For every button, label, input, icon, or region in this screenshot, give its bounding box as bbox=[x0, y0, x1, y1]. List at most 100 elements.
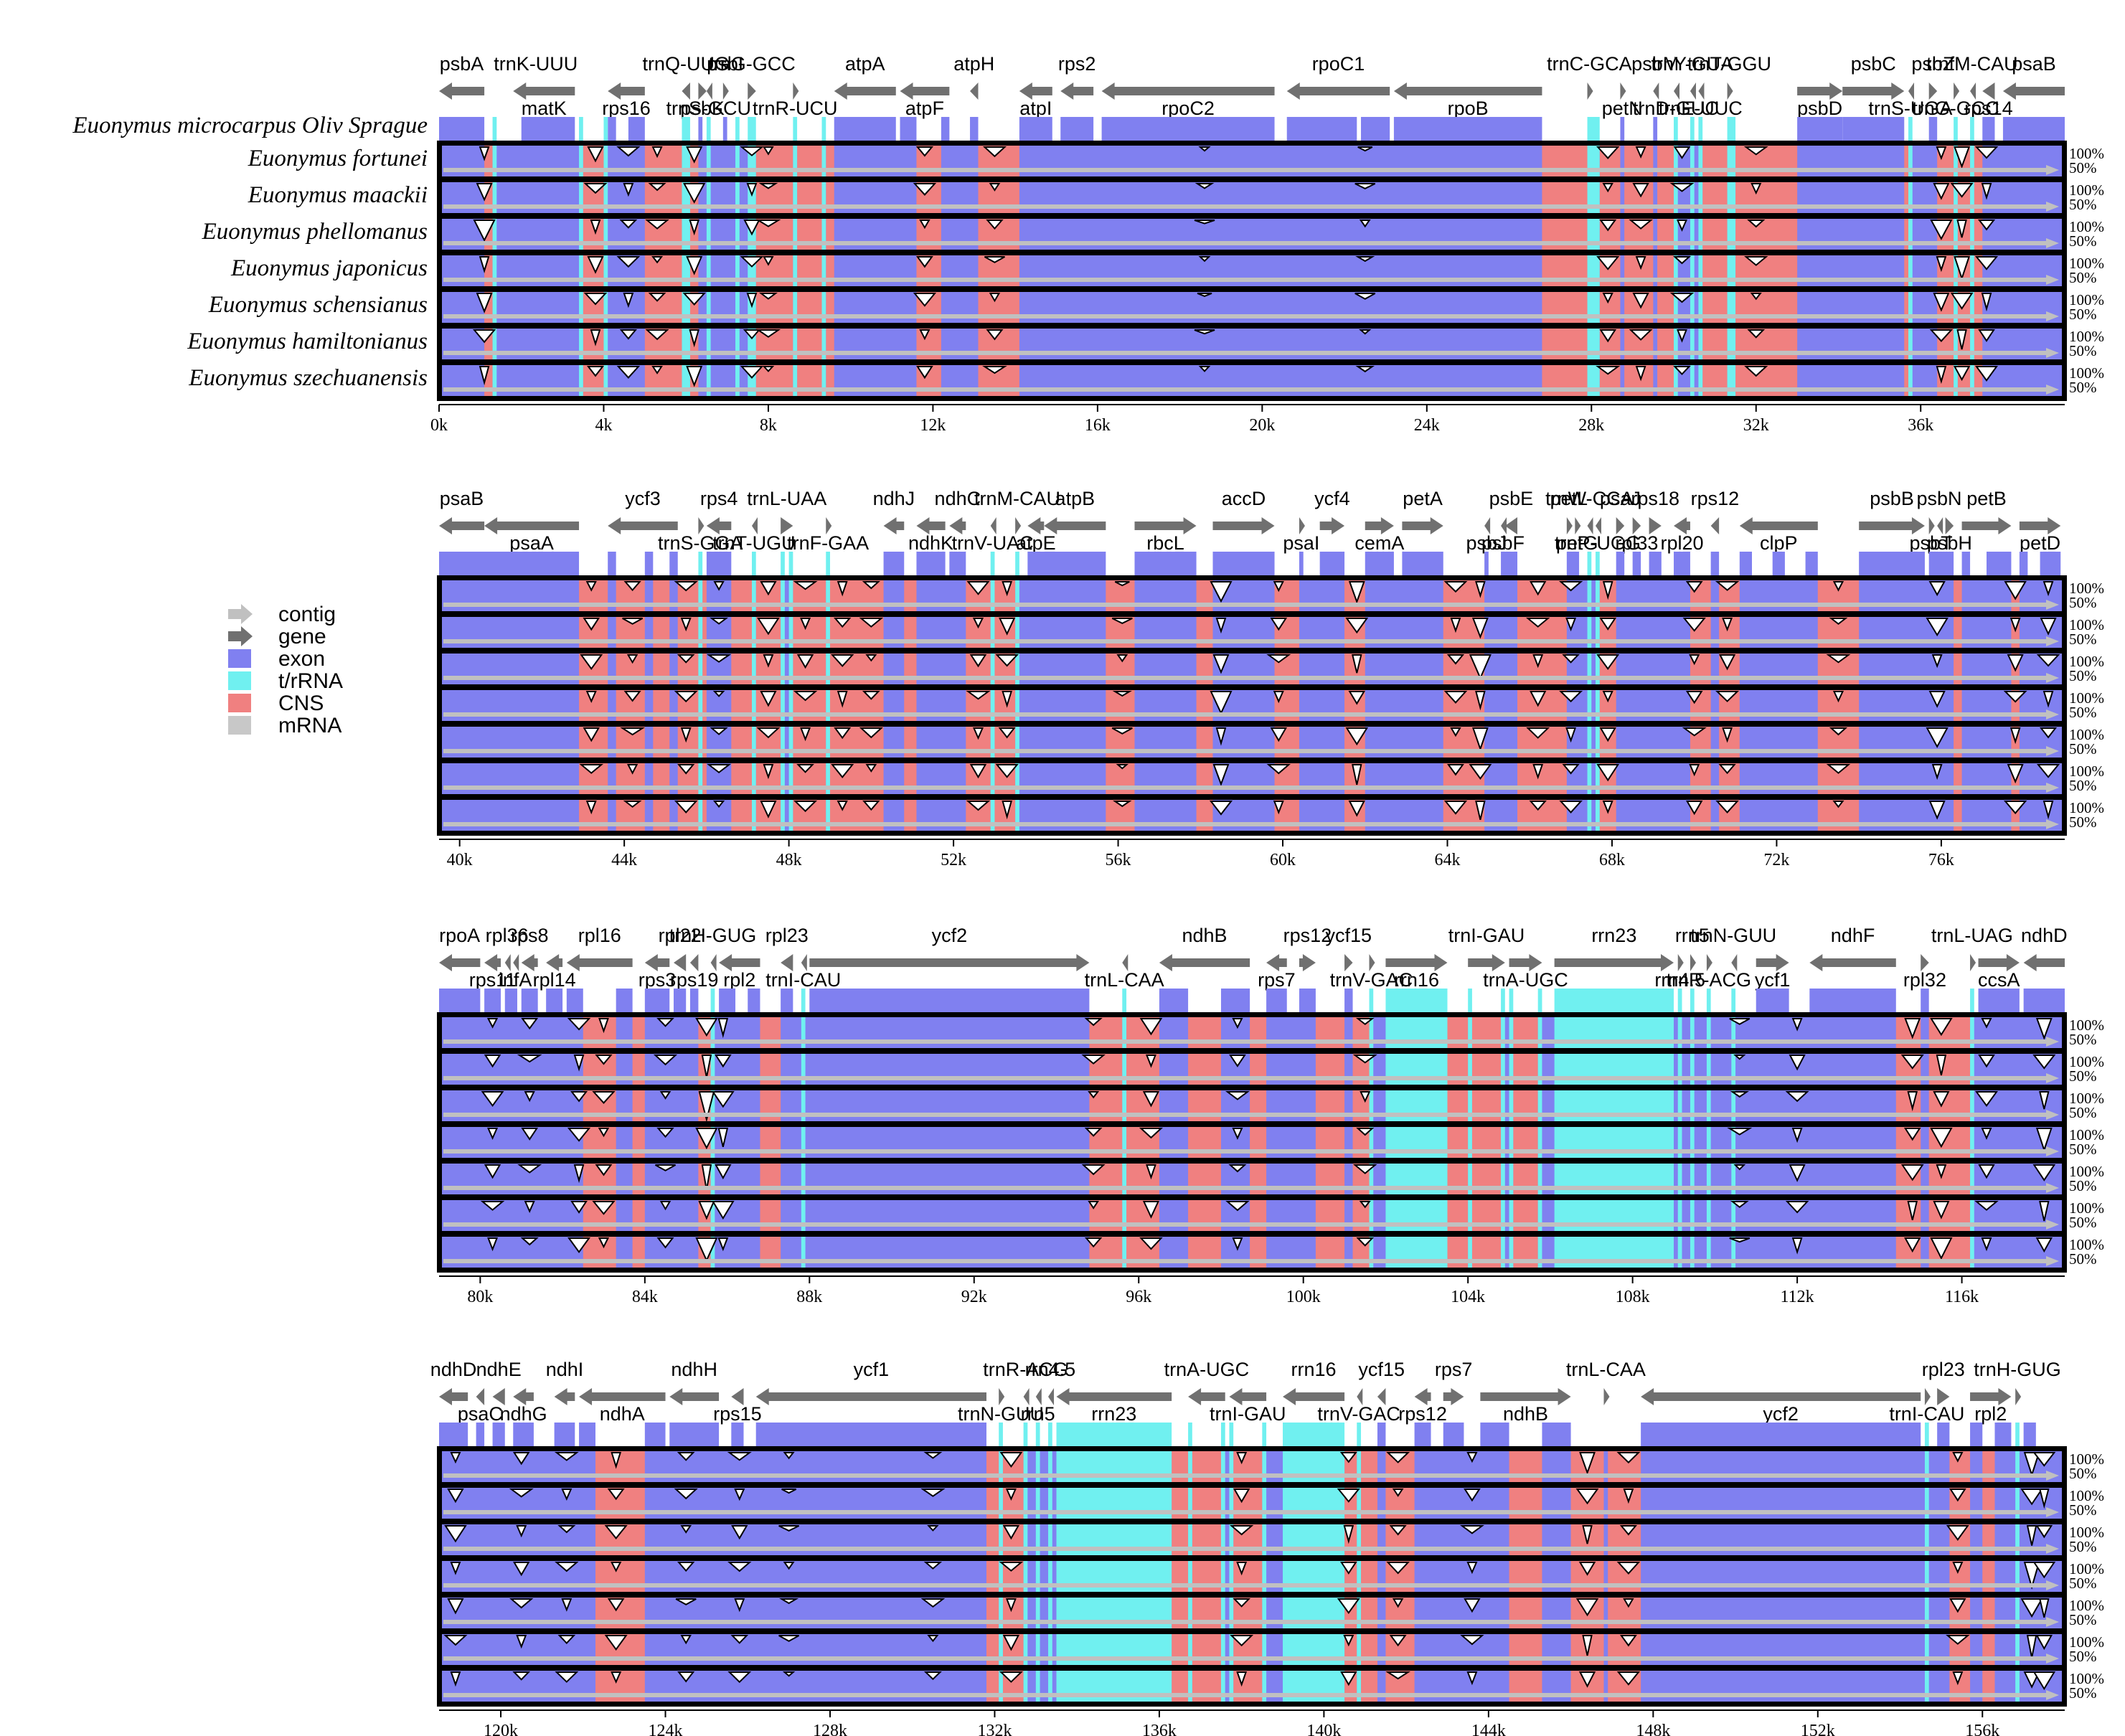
pct-100-label: 100% bbox=[2069, 1016, 2104, 1034]
legend-label: contig bbox=[278, 603, 336, 626]
identity-dip bbox=[730, 1635, 749, 1644]
species-label: Euonymus fortunei bbox=[248, 146, 428, 171]
identity-dip bbox=[1673, 146, 1691, 159]
identity-dip bbox=[743, 220, 760, 236]
gene-label: psbC bbox=[1851, 53, 1896, 75]
identity-dip bbox=[712, 691, 725, 697]
identity-dip bbox=[1956, 220, 1967, 238]
gene-arrow bbox=[1501, 517, 1507, 534]
gene-rps16: rps16 bbox=[602, 82, 651, 119]
gene-label: ndhI bbox=[546, 1359, 584, 1380]
trna-block bbox=[2015, 1634, 2020, 1665]
identity-dip bbox=[1145, 1055, 1156, 1068]
gene-arrow bbox=[644, 954, 670, 971]
trna-block bbox=[1970, 146, 1974, 176]
trna-block bbox=[710, 1090, 715, 1121]
trna-block bbox=[1731, 1200, 1736, 1231]
identity-dip bbox=[1729, 1018, 1751, 1025]
trna-block bbox=[1509, 989, 1514, 1013]
legend-label: CNS bbox=[278, 692, 324, 715]
gene-trnE-UUC: trnE-UUC bbox=[1659, 82, 1743, 119]
trna-block bbox=[1369, 1127, 1374, 1158]
identity-dip bbox=[623, 691, 641, 702]
gene-rps8: rps8 bbox=[511, 925, 548, 971]
identity-dip bbox=[680, 1635, 692, 1645]
trna-block bbox=[710, 989, 715, 1013]
identity-dip bbox=[674, 801, 698, 813]
x-tick-label: 156k bbox=[1965, 1722, 1999, 1736]
identity-dip bbox=[598, 1128, 610, 1138]
gene-psbK: psbK bbox=[680, 82, 725, 119]
identity-dip bbox=[1210, 581, 1233, 603]
identity-dip bbox=[2040, 727, 2058, 739]
identity-dip bbox=[1460, 1635, 1484, 1646]
legend-arrow-swatch bbox=[228, 604, 253, 624]
identity-dip bbox=[481, 1091, 504, 1108]
legend-box-swatch bbox=[228, 671, 251, 690]
identity-dip bbox=[1360, 1091, 1371, 1103]
gene-arrow bbox=[484, 517, 580, 534]
trna-block bbox=[781, 727, 785, 758]
identity-dip bbox=[923, 1562, 943, 1570]
identity-dip bbox=[1975, 1091, 1998, 1108]
identity-dip bbox=[695, 1237, 718, 1263]
exon-block bbox=[1402, 552, 1443, 576]
trna-block bbox=[826, 763, 830, 794]
x-tick-label: 92k bbox=[961, 1288, 987, 1306]
trna-block bbox=[1468, 1090, 1472, 1121]
gene-trnL-CAA: trnL-CAA bbox=[1566, 1359, 1646, 1405]
gene-arrow bbox=[781, 954, 793, 971]
panel-3: rpoArps11rpl36infArps8rpl14rpl16rps3rpl2… bbox=[437, 925, 2104, 1306]
trna-block bbox=[1122, 1200, 1127, 1231]
trna-block bbox=[492, 255, 497, 286]
gene-trnL-UAG: trnL-UAG bbox=[1931, 925, 2013, 971]
gene-label: trnfM-CAU bbox=[1926, 53, 2018, 75]
identity-dip bbox=[1142, 1201, 1160, 1219]
gene-arrow bbox=[1603, 1388, 1610, 1405]
identity-dip bbox=[1952, 1671, 1964, 1686]
x-tick-label: 8k bbox=[760, 416, 777, 435]
gene-label: rrn23 bbox=[1591, 925, 1636, 946]
cns-block bbox=[1954, 690, 1962, 721]
contig-arrow bbox=[2046, 238, 2059, 248]
trna-block bbox=[1229, 1561, 1234, 1592]
cns-block bbox=[2011, 617, 2020, 648]
gene-arrow bbox=[1710, 517, 1720, 534]
contig-line bbox=[443, 1510, 2048, 1514]
gene-label: rpl23 bbox=[1922, 1359, 1965, 1380]
x-tick-label: 20k bbox=[1249, 416, 1275, 435]
row-5: 100%50% bbox=[439, 1161, 2104, 1197]
gene-trnV-GAC: trnV-GAC bbox=[1330, 954, 1413, 991]
gene-arrow bbox=[1842, 82, 1905, 100]
identity-dip bbox=[512, 1562, 530, 1577]
contig-arrow bbox=[2046, 636, 2059, 646]
gene-rpoB: rpoB bbox=[1393, 82, 1542, 119]
gene-label: rpl14 bbox=[533, 969, 576, 991]
gene-arrow bbox=[999, 1388, 1005, 1405]
contig-line bbox=[443, 1547, 2048, 1551]
trna-block bbox=[821, 365, 826, 396]
gene-rrn4.5: rrn4.5 bbox=[1025, 1359, 1075, 1405]
gene-label: psbH bbox=[1927, 532, 1972, 554]
pct-100-label: 100% bbox=[2069, 1670, 2104, 1687]
identity-dip bbox=[1928, 801, 1946, 820]
gene-ndhD: ndhD bbox=[2021, 925, 2068, 971]
contig-line bbox=[443, 676, 2048, 680]
identity-dip bbox=[623, 293, 634, 308]
gene-psbJ: psbJ bbox=[1466, 517, 1507, 554]
trna-block bbox=[1537, 1054, 1542, 1085]
gene-arrow bbox=[916, 517, 946, 534]
trna-block bbox=[1970, 182, 1974, 213]
cns-block bbox=[484, 292, 493, 323]
trna-block bbox=[710, 1054, 715, 1085]
gene-rps2: rps2 bbox=[1058, 53, 1096, 100]
gene-arrow bbox=[1266, 954, 1287, 971]
gene-psaA: psaA bbox=[484, 517, 580, 554]
identity-dip bbox=[1352, 764, 1362, 786]
identity-dip bbox=[969, 764, 987, 779]
trna-block bbox=[1698, 219, 1703, 250]
identity-dip bbox=[1389, 1525, 1407, 1536]
trna-block bbox=[1954, 117, 1958, 141]
gene-ycf1: ycf1 bbox=[755, 1359, 986, 1405]
exon-block bbox=[941, 117, 950, 141]
